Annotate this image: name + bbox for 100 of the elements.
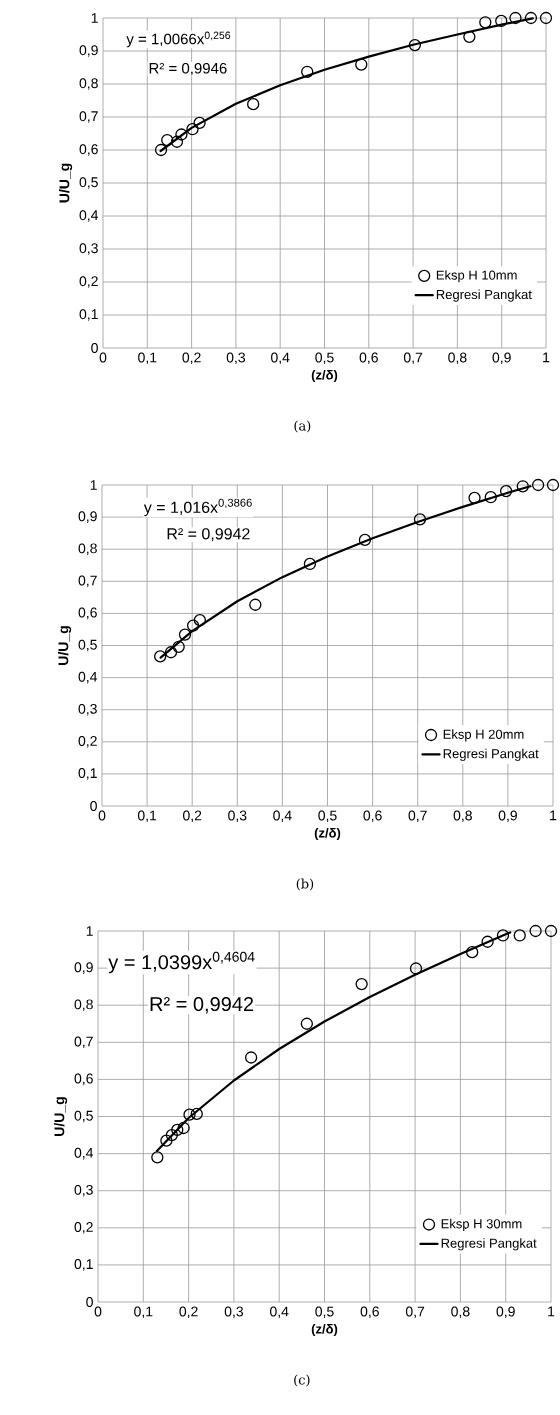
y-tick-label: 0,9 (74, 962, 93, 974)
y-tick-label: 0,8 (78, 543, 97, 555)
y-tick-label: 0,7 (79, 111, 98, 123)
point (484, 491, 497, 504)
legend-label: Regresi Pangkat (443, 748, 539, 761)
point (186, 619, 200, 632)
y-tick-label: 0,6 (78, 607, 97, 620)
x-tick-label: 0,7 (408, 810, 427, 823)
y-axis-title: U/U_g (54, 1097, 68, 1136)
y-tick-label: 0,3 (74, 1184, 93, 1197)
legend-label: Eksp H 30mm (441, 1218, 522, 1231)
x-tick-label: 0 (99, 352, 107, 363)
y-axis-title: U/U_g (58, 626, 72, 665)
point (160, 1134, 173, 1147)
x-tick-label: 0,1 (137, 810, 157, 823)
y-tick-label: 0 (86, 1297, 93, 1307)
y-tick-label: 0,2 (79, 276, 98, 288)
x-tick-label: 0,6 (360, 1306, 379, 1319)
point (479, 16, 492, 29)
point (509, 11, 522, 25)
point (358, 533, 372, 547)
x-tick-label: 0,7 (405, 1306, 425, 1319)
legend-label: Regresi Pangkat (441, 1238, 537, 1251)
y-tick-label: 0,5 (78, 639, 97, 652)
point (190, 1107, 203, 1121)
y-tick-label: 0,7 (78, 575, 97, 588)
point (171, 1123, 184, 1137)
x-tick-label: 0,2 (183, 810, 202, 823)
point (468, 491, 481, 504)
x-tick-label: 1 (543, 352, 550, 363)
x-tick-label: 1 (548, 1306, 555, 1317)
y-tick-label: 0,5 (74, 1110, 93, 1123)
x-tick-label: 0,9 (498, 810, 517, 823)
annotation: R² = 0,9942 (150, 996, 254, 1014)
point (513, 929, 526, 942)
point (301, 65, 314, 78)
y-tick-label: 0 (91, 343, 98, 353)
legend-label: Eksp H 20mm (443, 729, 524, 742)
point (546, 478, 560, 492)
point (524, 11, 538, 25)
y-tick-label: 0,2 (78, 736, 97, 748)
x-tick-label: 0,9 (496, 1306, 515, 1319)
point (303, 557, 317, 571)
y-tick-label: 0,3 (79, 243, 98, 255)
point (529, 924, 542, 938)
point (531, 478, 545, 492)
y-tick-label: 0,9 (78, 511, 97, 523)
point (186, 123, 199, 136)
point (151, 1151, 164, 1164)
y-tick-label: 0 (90, 801, 97, 811)
annotation: y = 1,0066x$^{0,256}$ (126, 31, 231, 48)
x-axis-title: (z/δ) (311, 369, 338, 383)
point (249, 598, 262, 611)
y-tick-label: 0,1 (74, 1259, 93, 1271)
y-tick-label: 0,7 (74, 1036, 93, 1049)
x-tick-label: 0,5 (315, 352, 334, 365)
point (413, 513, 427, 526)
x-tick-label: 0,8 (451, 1306, 470, 1319)
point (178, 628, 192, 641)
y-tick-label: 0,2 (74, 1222, 93, 1234)
point (170, 135, 184, 148)
point (499, 484, 513, 498)
y-tick-label: 0,6 (74, 1073, 93, 1086)
text: (c) (294, 1374, 310, 1387)
point (300, 1017, 313, 1030)
point (463, 30, 476, 43)
y-tick-label: 0,3 (78, 703, 97, 716)
x-tick-label: 0,3 (224, 1306, 244, 1319)
annotation: R² = 0,9942 (167, 528, 250, 542)
point (244, 1051, 258, 1064)
x-tick-label: 0,4 (273, 810, 292, 823)
annotation: y = 1,0399x$^{0,4604}$ (108, 951, 255, 974)
x-tick-label: 0 (98, 810, 106, 821)
y-tick-label: 1 (91, 13, 98, 23)
y-tick-label: 1 (90, 480, 97, 490)
text: (a) (294, 420, 311, 433)
x-tick-label: 0,7 (403, 352, 423, 365)
x-tick-label: 1 (550, 810, 557, 821)
x-axis-title: (z/δ) (314, 827, 341, 841)
point (154, 143, 168, 157)
x-tick-label: 0,2 (179, 1306, 198, 1319)
y-tick-label: 0,1 (78, 768, 97, 780)
x-tick-label: 0,5 (315, 1306, 334, 1319)
point (496, 929, 510, 942)
point (193, 614, 207, 627)
y-tick-label: 0,6 (79, 144, 98, 156)
y-tick-label: 0,9 (79, 45, 98, 57)
point (175, 128, 188, 141)
point (539, 11, 553, 25)
x-tick-label: 0,1 (134, 1306, 153, 1319)
point (544, 924, 558, 938)
annotation: y = 1,016x$^{0,3866}$ (143, 498, 252, 517)
x-tick-label: 0,2 (182, 352, 201, 365)
y-tick-label: 0,1 (79, 309, 98, 321)
x-tick-label: 0,3 (226, 352, 246, 365)
y-tick-label: 0,4 (79, 210, 99, 222)
y-axis-title: U/U_g (59, 163, 73, 203)
point (355, 977, 368, 991)
point (247, 97, 260, 111)
point (154, 650, 167, 663)
